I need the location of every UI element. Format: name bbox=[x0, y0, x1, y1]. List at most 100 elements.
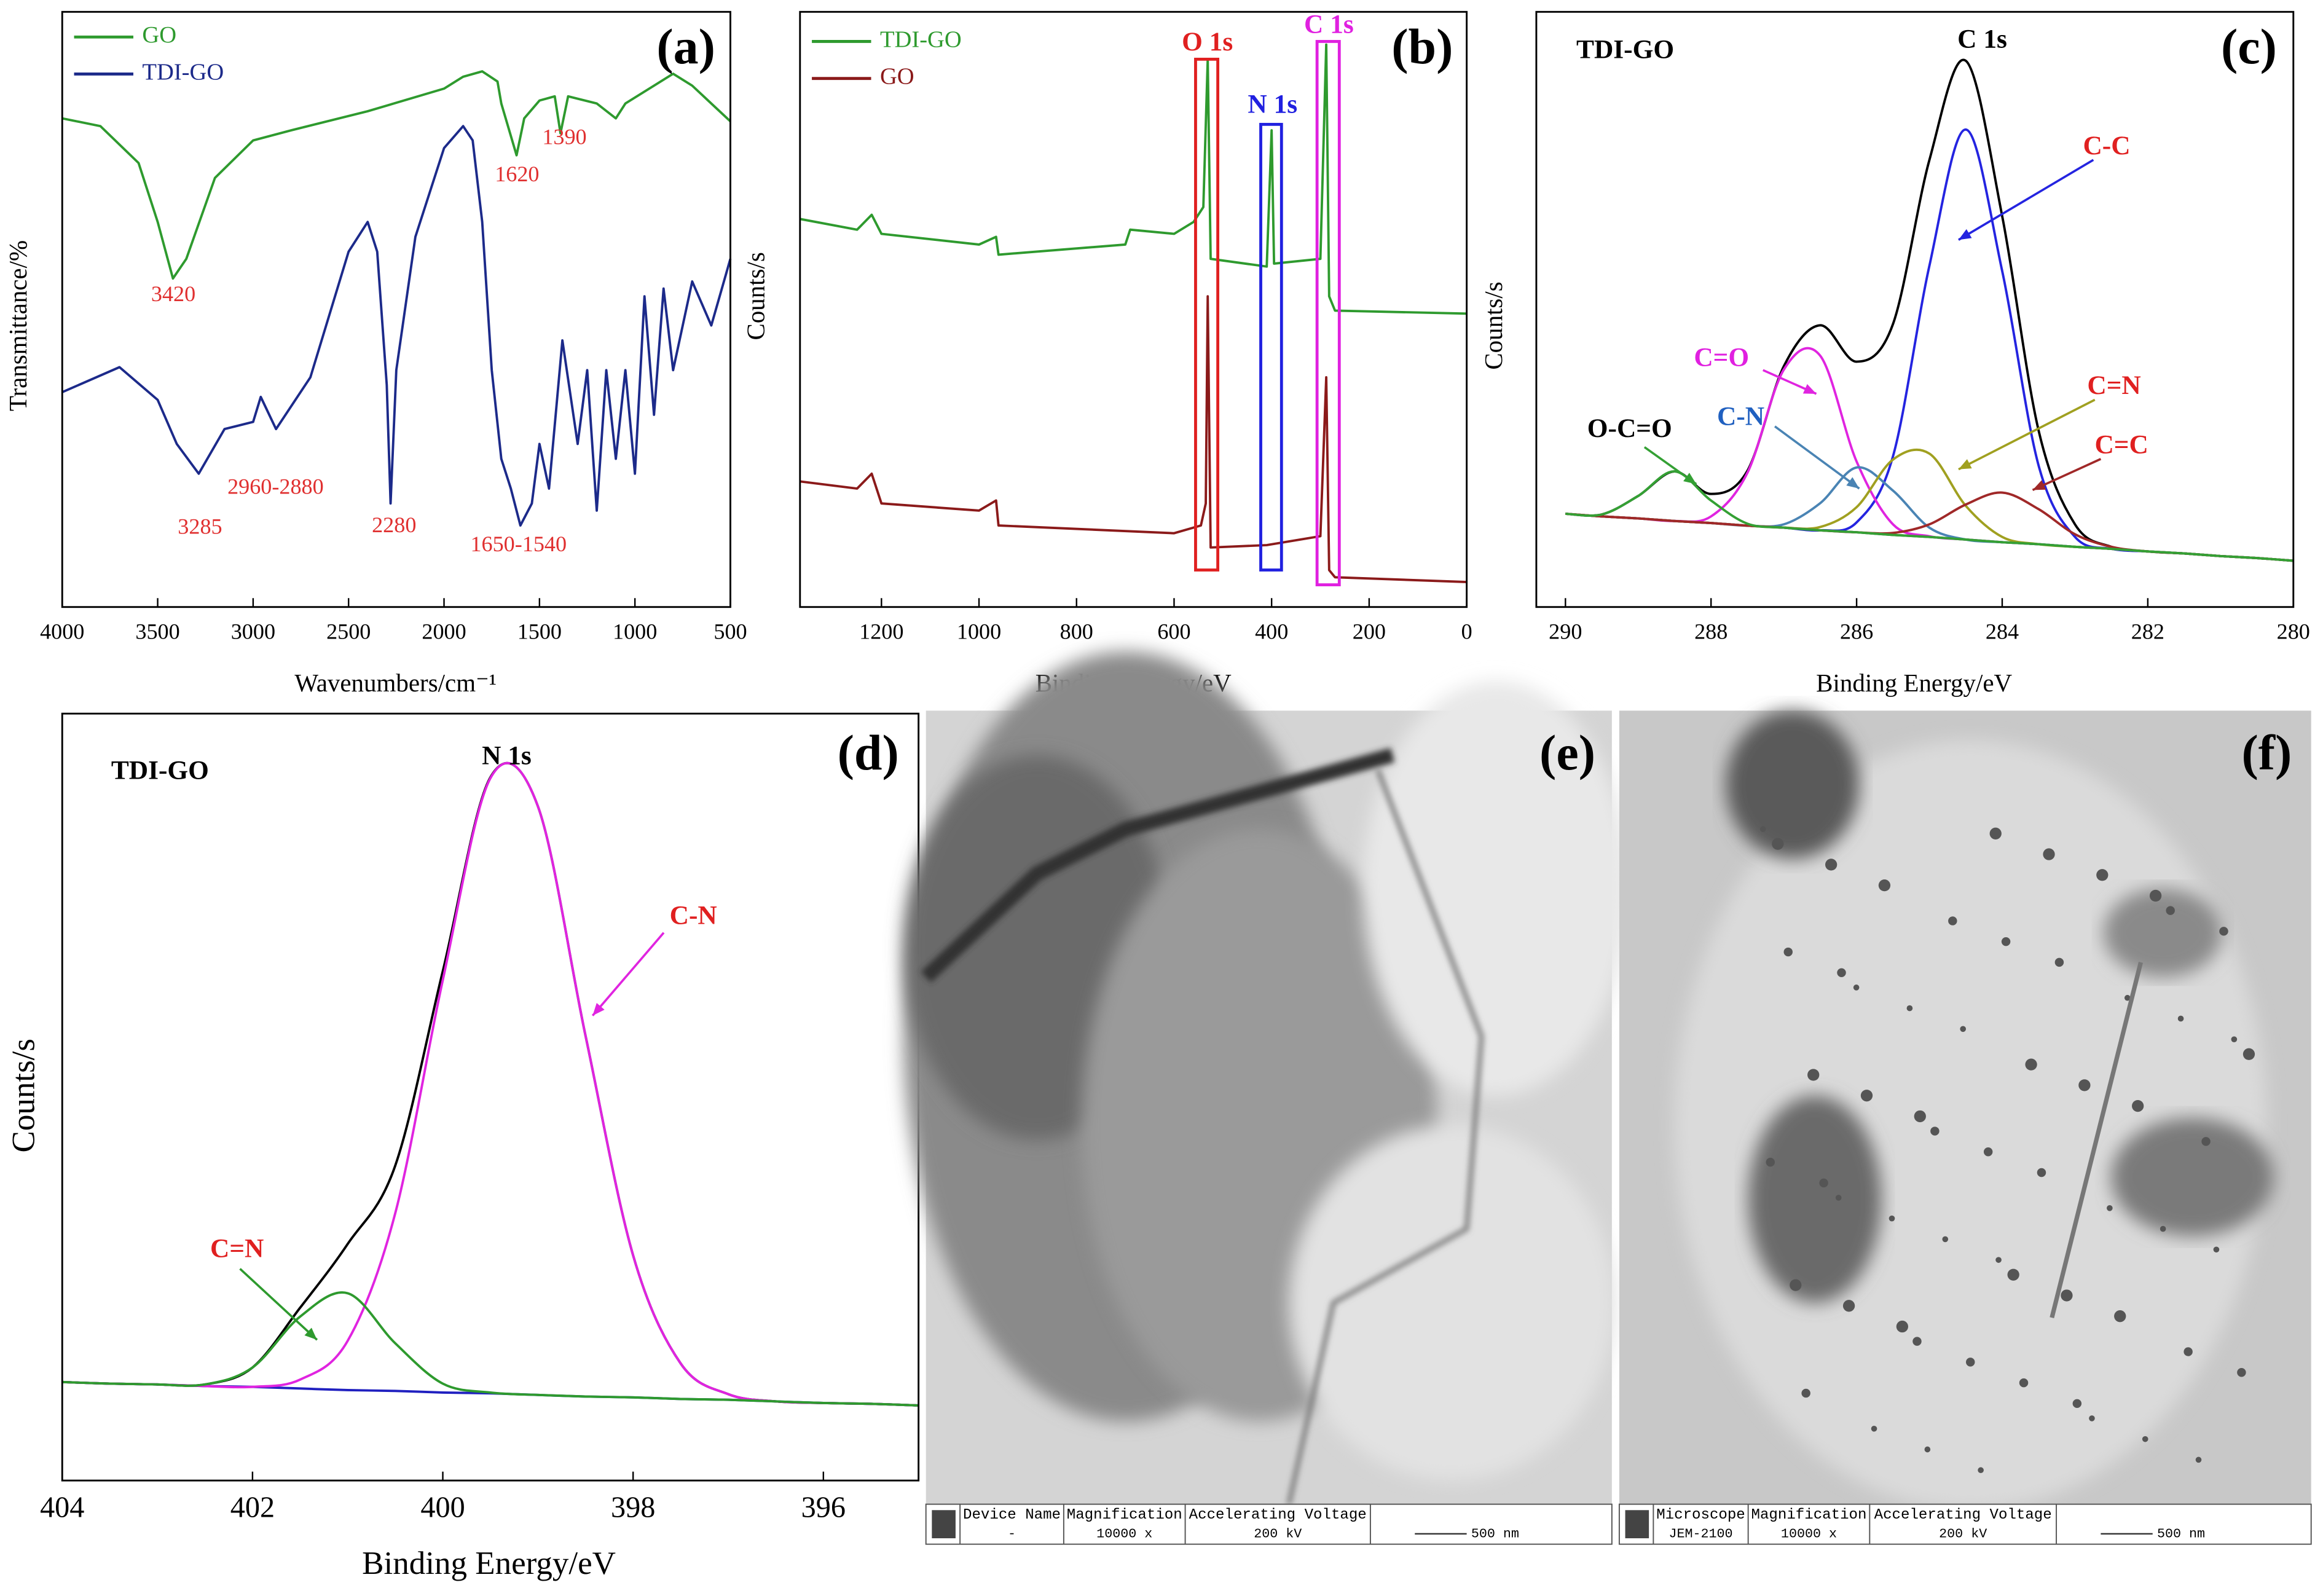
particle bbox=[1837, 968, 1846, 977]
x-tick-label: 284 bbox=[1986, 619, 2019, 643]
particle bbox=[1960, 1026, 1967, 1032]
arrow-head bbox=[304, 1327, 317, 1340]
x-tick-label: 3500 bbox=[135, 619, 179, 643]
annotation: 1390 bbox=[542, 125, 586, 149]
x-axis-label: Binding Energy/eV bbox=[1816, 669, 2012, 697]
particle bbox=[2001, 937, 2011, 946]
particle bbox=[1801, 1388, 1810, 1398]
arrow-head bbox=[1802, 383, 1817, 394]
particle bbox=[2124, 994, 2131, 1001]
particle bbox=[2149, 889, 2162, 902]
peak-box bbox=[1194, 57, 1220, 572]
particle bbox=[1912, 1337, 1922, 1346]
annotation: 3285 bbox=[178, 514, 222, 538]
particle bbox=[1759, 826, 1766, 832]
panel-label: (a) bbox=[656, 18, 715, 74]
particle bbox=[2089, 1415, 2095, 1421]
x-tick-label: 396 bbox=[801, 1491, 846, 1523]
particle bbox=[1766, 1157, 1775, 1167]
particle bbox=[2195, 1456, 2202, 1463]
annotation: C-C bbox=[2083, 131, 2130, 160]
spectrum-line bbox=[1565, 466, 2294, 562]
plot-frame bbox=[799, 10, 1468, 608]
x-tick-label: 200 bbox=[1353, 619, 1386, 643]
panel-label: (b) bbox=[1391, 18, 1453, 74]
plot-frame bbox=[61, 10, 731, 608]
particle bbox=[2213, 1246, 2220, 1253]
spectrum-line bbox=[62, 761, 919, 1407]
x-tick-label: 402 bbox=[230, 1491, 275, 1523]
arrow-head bbox=[1958, 459, 1972, 470]
micrograph-feature bbox=[1362, 681, 1630, 1096]
info-heading: Magnification bbox=[1751, 1507, 1867, 1523]
particle bbox=[2114, 1310, 2126, 1323]
panel-label: (f) bbox=[2241, 725, 2292, 780]
x-tick-label: 500 bbox=[713, 619, 747, 643]
info-heading: Device Name bbox=[963, 1507, 1061, 1523]
annotation: 3420 bbox=[151, 281, 195, 306]
particle bbox=[1942, 1236, 1949, 1243]
x-tick-label: 400 bbox=[1255, 619, 1288, 643]
scale-label: 500 nm bbox=[1471, 1527, 1519, 1542]
x-tick-label: 404 bbox=[40, 1491, 84, 1523]
arrow-line bbox=[239, 1268, 318, 1341]
annotation: C=O bbox=[1694, 342, 1749, 372]
info-value: 10000 x bbox=[1781, 1527, 1837, 1542]
arrow-line bbox=[591, 932, 665, 1016]
y-axis-label: Counts/s bbox=[742, 252, 770, 340]
spectrum-line bbox=[61, 70, 731, 280]
particle bbox=[1783, 947, 1793, 957]
legend-label: TDI-GO bbox=[880, 26, 962, 52]
info-heading: Magnification bbox=[1067, 1507, 1182, 1523]
particle bbox=[1790, 1279, 1802, 1291]
panel-label: (c) bbox=[2221, 18, 2277, 74]
particle bbox=[1825, 859, 1838, 871]
particle bbox=[2160, 1225, 2166, 1232]
spectrum-line bbox=[1565, 448, 2294, 562]
x-tick-label: 3000 bbox=[231, 619, 275, 643]
particle bbox=[2201, 1137, 2211, 1146]
annotation: TDI-GO bbox=[1576, 34, 1674, 64]
info-bar bbox=[925, 1503, 1613, 1545]
particle bbox=[1860, 1090, 1873, 1102]
annotation: C-N bbox=[1717, 402, 1764, 431]
x-tick-label: 2500 bbox=[326, 619, 371, 643]
annotation: C-N bbox=[670, 901, 717, 930]
arrow-head bbox=[1846, 477, 1860, 489]
arrow-line bbox=[1774, 425, 1860, 490]
particle bbox=[2142, 1436, 2148, 1442]
info-heading: Accelerating Voltage bbox=[1874, 1507, 2052, 1523]
annotation: N 1s bbox=[482, 741, 532, 770]
particle bbox=[1871, 1425, 1877, 1432]
particle bbox=[1966, 1358, 1975, 1367]
x-axis-label: Binding Energy/eV bbox=[362, 1546, 616, 1581]
particle bbox=[1906, 1005, 1913, 1012]
particle bbox=[2061, 1289, 2073, 1302]
particle bbox=[1924, 1446, 1931, 1453]
legend-label: GO bbox=[142, 22, 176, 48]
x-tick-label: 282 bbox=[2131, 619, 2164, 643]
x-tick-label: 1200 bbox=[859, 619, 903, 643]
particle bbox=[2177, 1015, 2184, 1022]
particle bbox=[2019, 1378, 2029, 1388]
peak-box bbox=[1259, 122, 1283, 572]
legend-label: GO bbox=[880, 64, 914, 90]
x-tick-label: 288 bbox=[1694, 619, 1728, 643]
info-heading: Accelerating Voltage bbox=[1189, 1507, 1367, 1523]
particle bbox=[2072, 1399, 2082, 1409]
particle bbox=[1842, 1300, 1855, 1312]
annotation: 1620 bbox=[495, 162, 539, 186]
peak-box bbox=[1315, 40, 1341, 586]
particle bbox=[1930, 1126, 1940, 1136]
x-tick-label: 280 bbox=[2277, 619, 2310, 643]
x-tick-label: 1000 bbox=[613, 619, 657, 643]
particle bbox=[1889, 1215, 1895, 1222]
annotation: 1650-1540 bbox=[470, 532, 567, 556]
info-value: - bbox=[1008, 1527, 1016, 1542]
micrograph-feature bbox=[1289, 1125, 1615, 1481]
annotation: O 1s bbox=[1182, 27, 1233, 57]
panel-label: (e) bbox=[1539, 725, 1595, 780]
logo bbox=[932, 1510, 956, 1539]
